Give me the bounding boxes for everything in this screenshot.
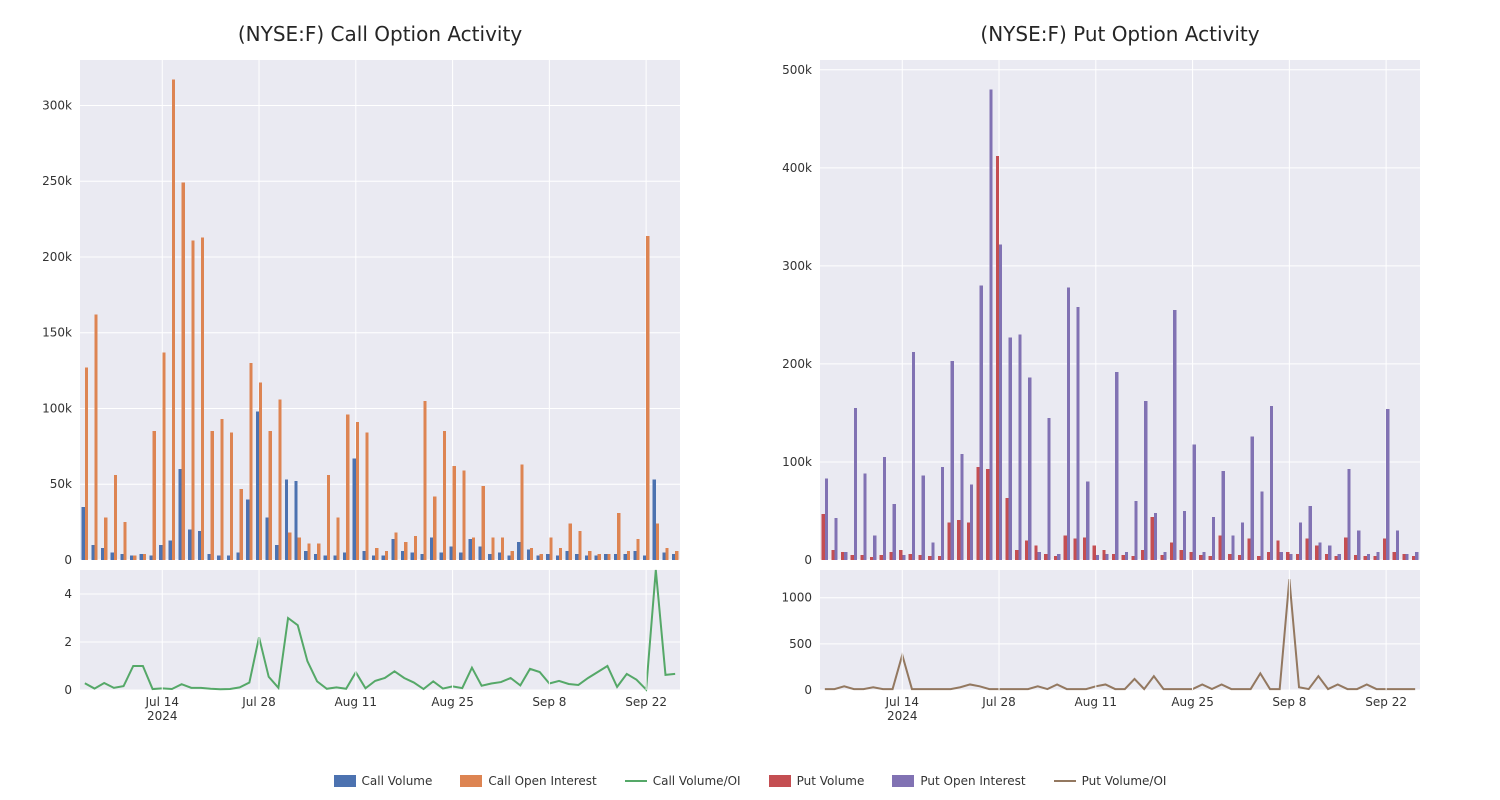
put-ratio-chart: 05001000Jul 142024Jul 28Aug 11Aug 25Sep … <box>820 570 1420 690</box>
legend-item: Put Open Interest <box>892 774 1025 788</box>
svg-text:150k: 150k <box>42 326 72 340</box>
svg-text:Aug 11: Aug 11 <box>1075 695 1118 709</box>
legend-swatch <box>892 775 914 787</box>
svg-text:Sep 8: Sep 8 <box>532 695 566 709</box>
put-bar-chart: 0100k200k300k400k500k <box>820 60 1420 560</box>
svg-text:Jul 28: Jul 28 <box>981 695 1016 709</box>
legend-item: Call Volume <box>334 774 433 788</box>
call-ratio-chart: 024Jul 142024Jul 28Aug 11Aug 25Sep 8Sep … <box>80 570 680 690</box>
legend-swatch <box>1054 780 1076 782</box>
svg-text:500: 500 <box>789 637 812 651</box>
put-chart-title: (NYSE:F) Put Option Activity <box>820 22 1420 46</box>
legend-label: Put Open Interest <box>920 774 1025 788</box>
figure: (NYSE:F) Call Option Activity 050k100k15… <box>0 0 1500 800</box>
legend-label: Call Volume/OI <box>653 774 741 788</box>
svg-text:2024: 2024 <box>887 709 918 723</box>
call-bar-chart: 050k100k150k200k250k300k <box>80 60 680 560</box>
svg-text:250k: 250k <box>42 174 72 188</box>
svg-text:4: 4 <box>64 587 72 601</box>
svg-text:400k: 400k <box>782 161 812 175</box>
legend-item: Call Volume/OI <box>625 774 741 788</box>
svg-text:Aug 25: Aug 25 <box>431 695 474 709</box>
svg-text:Jul 14: Jul 14 <box>144 695 179 709</box>
svg-text:300k: 300k <box>782 259 812 273</box>
svg-text:50k: 50k <box>50 477 72 491</box>
svg-text:0: 0 <box>804 553 812 567</box>
svg-text:Sep 8: Sep 8 <box>1272 695 1306 709</box>
svg-text:Sep 22: Sep 22 <box>625 695 667 709</box>
svg-text:Jul 28: Jul 28 <box>241 695 276 709</box>
legend-label: Put Volume/OI <box>1082 774 1167 788</box>
svg-text:0: 0 <box>804 683 812 697</box>
put-chart-panel: (NYSE:F) Put Option Activity 0100k200k30… <box>820 60 1420 690</box>
svg-text:Jul 14: Jul 14 <box>884 695 919 709</box>
legend-label: Call Volume <box>362 774 433 788</box>
legend-label: Call Open Interest <box>488 774 596 788</box>
svg-text:Aug 25: Aug 25 <box>1171 695 1214 709</box>
legend-swatch <box>334 775 356 787</box>
legend: Call Volume Call Open Interest Call Volume… <box>0 774 1500 788</box>
legend-label: Put Volume <box>797 774 865 788</box>
svg-text:0: 0 <box>64 553 72 567</box>
legend-swatch <box>769 775 791 787</box>
svg-text:1000: 1000 <box>781 591 812 605</box>
svg-text:200k: 200k <box>782 357 812 371</box>
svg-text:300k: 300k <box>42 98 72 112</box>
legend-item: Put Volume/OI <box>1054 774 1167 788</box>
legend-swatch <box>460 775 482 787</box>
call-chart-title: (NYSE:F) Call Option Activity <box>80 22 680 46</box>
svg-text:200k: 200k <box>42 250 72 264</box>
svg-text:2024: 2024 <box>147 709 178 723</box>
svg-text:0: 0 <box>64 683 72 697</box>
svg-text:Aug 11: Aug 11 <box>335 695 378 709</box>
svg-text:500k: 500k <box>782 63 812 77</box>
legend-swatch <box>625 780 647 782</box>
svg-text:Sep 22: Sep 22 <box>1365 695 1407 709</box>
svg-text:2: 2 <box>64 635 72 649</box>
legend-item: Put Volume <box>769 774 865 788</box>
svg-text:100k: 100k <box>782 455 812 469</box>
svg-text:100k: 100k <box>42 401 72 415</box>
legend-item: Call Open Interest <box>460 774 596 788</box>
call-chart-panel: (NYSE:F) Call Option Activity 050k100k15… <box>80 60 680 690</box>
